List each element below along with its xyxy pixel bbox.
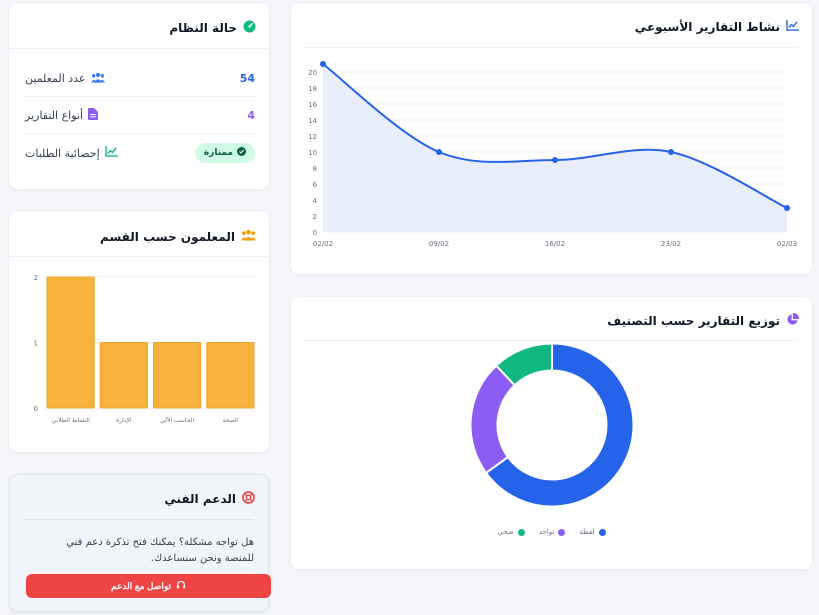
y-tick-label: 2 bbox=[34, 274, 38, 282]
support-description: هل تواجه مشكلة؟ يمكنك فتح تذكرة دعم فني … bbox=[66, 537, 254, 564]
report-types-row: أنواع التقارير 4 bbox=[25, 98, 255, 134]
x-tick-label: الصحة bbox=[222, 417, 238, 424]
report-types-label: أنواع التقارير bbox=[25, 109, 84, 122]
legend-item[interactable]: صحي bbox=[498, 528, 525, 536]
users-group-icon bbox=[241, 229, 256, 244]
bar bbox=[206, 342, 255, 409]
teachers-bar-chart: 0 1 2 النشاط الطلابي الإدارة الحاسب الآلي الصح… bbox=[34, 274, 257, 424]
pie-slice bbox=[469, 364, 517, 475]
pie-slice bbox=[484, 342, 635, 508]
pie-slice bbox=[494, 342, 553, 387]
donut-legend: لقطة تواجد صحي bbox=[291, 528, 812, 536]
chart-line-icon bbox=[786, 20, 799, 34]
teachers-count-row: عدد المعلمين 54 bbox=[25, 61, 255, 97]
check-circle-icon bbox=[237, 147, 246, 159]
data-point bbox=[668, 149, 674, 155]
data-point bbox=[436, 149, 442, 155]
data-point bbox=[784, 205, 790, 211]
status-badge: ممتازة bbox=[194, 143, 255, 163]
teachers-count-label: عدد المعلمين bbox=[25, 72, 86, 85]
x-tick-label: الإدارة bbox=[116, 417, 132, 424]
data-point bbox=[320, 61, 326, 67]
bar bbox=[46, 276, 95, 409]
system-status-title: حالة النظام bbox=[169, 20, 256, 36]
y-tick-label: 0 bbox=[34, 405, 38, 413]
classification-title: توزيع التقارير حسب التصنيف bbox=[607, 312, 800, 329]
classification-donut-chart bbox=[469, 342, 635, 508]
requests-stats-row: إحصائية الطلبات ممتازة bbox=[25, 135, 255, 171]
x-tick-label: 23/02 bbox=[661, 240, 681, 248]
requests-stats-label: إحصائية الطلبات bbox=[25, 146, 100, 160]
legend-item[interactable]: تواجد bbox=[539, 528, 566, 536]
weekly-activity-card: نشاط التقارير الأسبوعي 0 2 4 6 8 10 12 14 16 18 20… bbox=[291, 4, 812, 274]
pie-chart-icon bbox=[786, 312, 800, 329]
x-tick-label: النشاط الطلابي bbox=[51, 417, 90, 424]
data-point bbox=[552, 157, 558, 163]
support-card: الدعم الفني هل تواجه مشكلة؟ يمكنك فتح تذ… bbox=[9, 474, 271, 612]
x-tick-label: 16/02 bbox=[545, 240, 565, 248]
y-tick-label: 2 bbox=[313, 213, 317, 221]
y-tick-label: 8 bbox=[313, 165, 317, 173]
y-tick-label: 1 bbox=[34, 340, 38, 348]
y-tick-label: 4 bbox=[313, 197, 318, 205]
area-fill bbox=[323, 64, 787, 232]
x-tick-label: 02/03 bbox=[777, 240, 797, 248]
teachers-count-value: 54 bbox=[239, 72, 255, 85]
legend-item[interactable]: لقطة bbox=[579, 528, 606, 536]
lifebuoy-icon bbox=[242, 491, 255, 507]
weekly-activity-title: نشاط التقارير الأسبوعي bbox=[635, 20, 799, 34]
headset-icon bbox=[176, 580, 186, 592]
weekly-activity-line-chart: 0 2 4 6 8 10 12 14 16 18 20 02/02 09/02 16/02 23/02 02/… bbox=[308, 61, 797, 248]
x-tick-label: 09/02 bbox=[429, 240, 449, 248]
report-types-value: 4 bbox=[247, 109, 255, 122]
support-title: الدعم الفني bbox=[164, 491, 255, 507]
contact-support-button[interactable]: تواصل مع الدعم bbox=[26, 574, 271, 598]
y-tick-label: 12 bbox=[308, 133, 317, 141]
chart-line-icon bbox=[104, 146, 118, 160]
x-tick-label: 02/02 bbox=[313, 240, 333, 248]
teachers-by-dept-title: المعلمون حسب القسم bbox=[100, 229, 256, 244]
bar bbox=[99, 342, 148, 409]
x-tick-label: الحاسب الآلي bbox=[160, 416, 194, 424]
y-tick-label: 18 bbox=[308, 85, 317, 93]
classification-card: توزيع التقارير حسب التصنيف bbox=[291, 297, 812, 569]
y-tick-label: 0 bbox=[313, 229, 317, 237]
dashboard-icon bbox=[243, 20, 256, 36]
y-tick-label: 6 bbox=[313, 181, 318, 189]
system-status-card: حالة النظام عدد المعلمين 54 أنواع التقار… bbox=[9, 4, 269, 189]
y-tick-label: 10 bbox=[308, 149, 317, 157]
y-tick-label: 20 bbox=[308, 69, 317, 77]
y-tick-label: 16 bbox=[308, 101, 317, 109]
users-icon bbox=[90, 72, 105, 86]
bar bbox=[153, 342, 202, 409]
teachers-by-dept-card: المعلمون حسب القسم 0 1 2 النشاط الطلابي الإد… bbox=[9, 212, 269, 452]
y-tick-label: 14 bbox=[308, 117, 317, 125]
file-icon bbox=[88, 108, 99, 123]
